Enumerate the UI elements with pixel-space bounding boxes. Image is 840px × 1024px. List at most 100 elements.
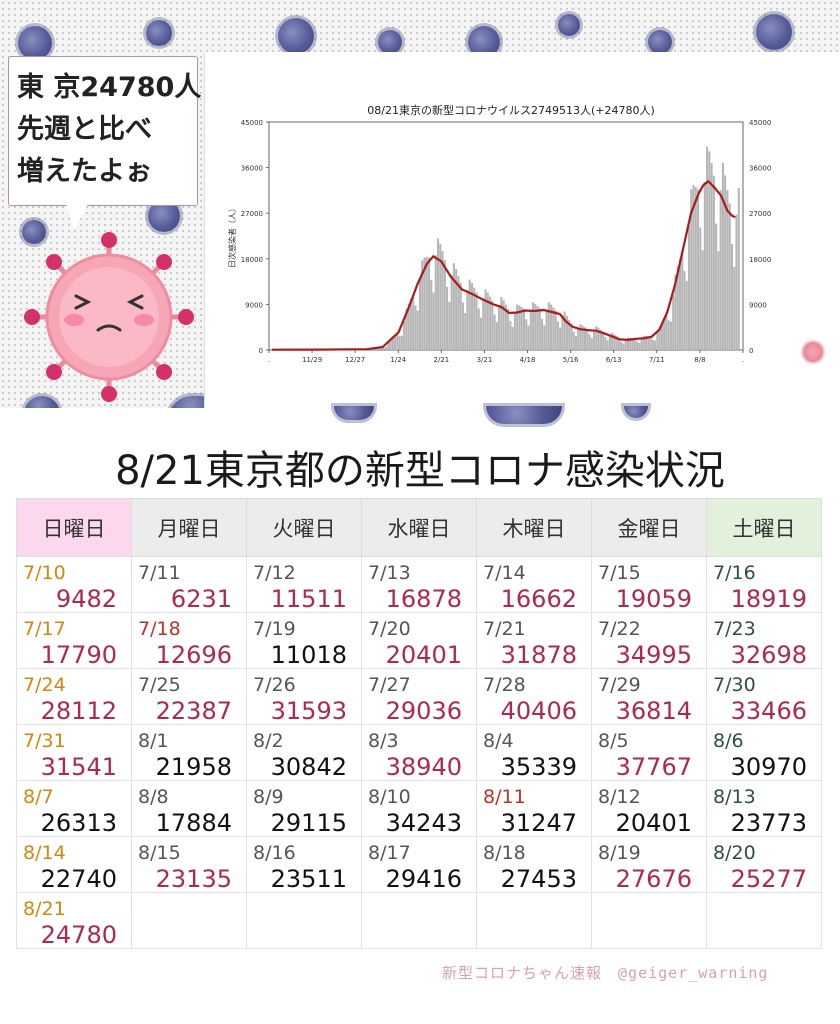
daily-bar (694, 187, 697, 350)
table-title: 8/21東京都の新型コロナ感染状況 (115, 448, 725, 494)
daily-bar (597, 327, 600, 350)
daily-bar (502, 300, 505, 350)
cell-date: 8/8 (138, 786, 169, 808)
cell-case-count: 23135 (155, 865, 232, 893)
daily-bar (654, 340, 657, 350)
daily-bar (416, 310, 419, 350)
daily-bar (735, 214, 738, 350)
y-tick-label: 45000 (241, 119, 263, 127)
daily-bar (708, 151, 711, 350)
daily-bar (541, 319, 544, 350)
daily-bar (665, 315, 668, 350)
virus-decoration-icon (278, 18, 314, 54)
daily-bar (577, 327, 580, 350)
daily-bar (498, 304, 501, 350)
daily-bar (710, 163, 713, 350)
cell-case-count: 34995 (615, 641, 692, 669)
right-y-tick-label: 45000 (749, 119, 771, 127)
daily-bar (717, 251, 720, 350)
cell-case-count: 20401 (385, 641, 462, 669)
daily-bar (486, 292, 489, 350)
daily-bar (584, 327, 587, 350)
daily-bar (378, 347, 381, 350)
daily-bar (683, 270, 686, 350)
cell-case-count: 11018 (270, 641, 347, 669)
daily-bar (520, 307, 523, 350)
daily-bar (669, 321, 672, 350)
day-cell: 7/17 17790 (16, 612, 132, 669)
daily-bar (602, 331, 605, 350)
daily-bar (394, 334, 397, 350)
day-cell: 7/22 34995 (591, 612, 707, 669)
day-cell: 8/17 29416 (361, 836, 477, 893)
cell-case-count: 24780 (40, 921, 117, 949)
daily-bar (638, 343, 641, 350)
daily-bar (590, 337, 593, 350)
cell-case-count: 18919 (730, 585, 807, 613)
daily-bar (624, 339, 627, 350)
weekday-header: 月曜日 (131, 498, 247, 557)
speech-bubble: 東 京24780人 先週と比べ 増えたよぉ (8, 56, 201, 206)
cell-date: 7/23 (713, 618, 756, 640)
daily-bar (615, 336, 618, 350)
x-tick-label: 1/24 (390, 356, 406, 364)
daily-bar (403, 320, 406, 350)
day-cell: 7/25 22387 (131, 668, 247, 725)
day-cell (361, 892, 477, 949)
daily-bar (412, 295, 415, 350)
daily-bar (495, 322, 498, 350)
daily-bar (425, 256, 428, 350)
weekly-case-table: 日曜日 月曜日 火曜日 水曜日 木曜日 金曜日 土曜日 7/10 9482 7/11 6231 7/… (16, 498, 822, 949)
daily-bar (606, 340, 609, 350)
day-cell: 8/8 17884 (131, 780, 247, 837)
daily-bar (667, 320, 670, 350)
day-cell: 7/27 29036 (361, 668, 477, 725)
daily-bar (527, 325, 530, 350)
daily-bar (678, 259, 681, 350)
day-cell: 7/16 18919 (706, 556, 822, 613)
day-cell: 8/15 23135 (131, 836, 247, 893)
daily-bar (706, 146, 709, 350)
daily-bar (697, 189, 700, 350)
virus-decoration-icon (486, 406, 562, 424)
cell-case-count: 21958 (155, 753, 232, 781)
daily-bar (532, 302, 535, 350)
daily-bar (380, 347, 383, 350)
cell-case-count: 27453 (500, 865, 577, 893)
day-cell: 8/20 25277 (706, 836, 822, 893)
daily-bar (543, 325, 546, 350)
chart-title: 08/21東京の新型コロナウイルス2749513人(+24780人) (367, 103, 654, 117)
daily-bar (509, 321, 512, 350)
day-cell: 8/1 21958 (131, 724, 247, 781)
daily-bar (461, 302, 464, 350)
day-cell: 7/11 6231 (131, 556, 247, 613)
cell-date: 7/11 (138, 562, 181, 584)
y-tick-label: 36000 (241, 165, 263, 173)
x-tick-label: 4/18 (520, 356, 536, 364)
x-tick-label: 3/21 (477, 356, 493, 364)
cell-date: 7/25 (138, 674, 181, 696)
y-tick-label: 18000 (241, 256, 263, 264)
daily-bar (504, 304, 507, 350)
cell-date: 8/5 (598, 730, 629, 752)
table-row: 7/17 17790 7/18 12696 7/19 11018 7/20 20401 7/21… (16, 612, 822, 669)
x-tick-label: 12/27 (345, 356, 365, 364)
daily-bar (437, 238, 440, 350)
right-y-tick-label: 18000 (749, 256, 771, 264)
daily-bar (561, 314, 564, 350)
daily-bar (470, 283, 473, 350)
daily-bar (452, 263, 455, 350)
day-cell: 8/21 24780 (16, 892, 132, 949)
cell-case-count: 20401 (615, 809, 692, 837)
daily-bar (647, 336, 650, 350)
x-tick-label: . (268, 356, 270, 364)
x-tick-label: 6/13 (606, 356, 622, 364)
daily-bar (724, 175, 727, 350)
cell-date: 7/31 (23, 730, 66, 752)
cell-date: 7/24 (23, 674, 66, 696)
weekday-header: 日曜日 (16, 498, 132, 557)
cell-date: 8/20 (713, 842, 756, 864)
daily-bar (534, 303, 537, 350)
day-cell: 8/6 30970 (706, 724, 822, 781)
daily-bar (570, 323, 573, 350)
